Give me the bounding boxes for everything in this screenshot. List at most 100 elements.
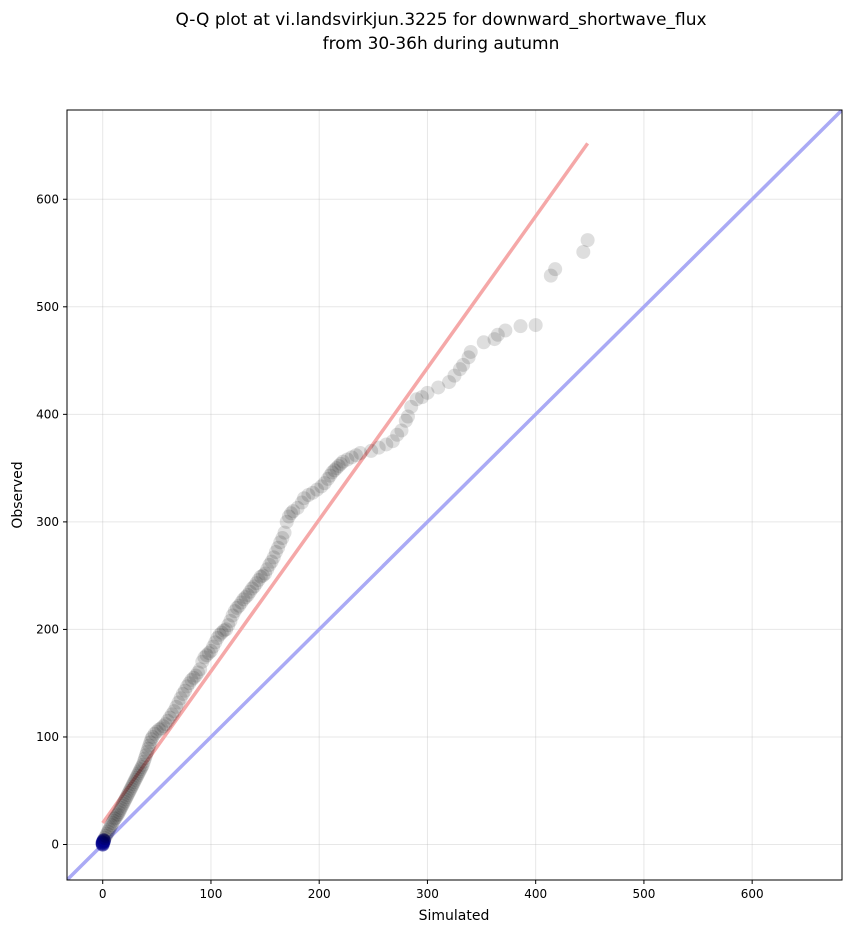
data-point xyxy=(122,783,137,798)
y-tick-label: 300 xyxy=(36,515,59,529)
data-point xyxy=(260,562,275,577)
data-point xyxy=(476,335,491,350)
data-point xyxy=(229,600,244,615)
data-point xyxy=(271,540,286,555)
data-point xyxy=(223,613,238,628)
data-point xyxy=(258,566,273,581)
data-point xyxy=(325,465,340,480)
y-axis-label: Observed xyxy=(10,461,26,528)
data-point xyxy=(104,818,119,833)
data-point xyxy=(314,479,329,494)
x-tick-label: 500 xyxy=(632,887,655,901)
data-point xyxy=(447,368,462,383)
data-point xyxy=(195,654,210,669)
data-point xyxy=(336,454,351,469)
data-point xyxy=(227,604,242,619)
data-point xyxy=(101,824,116,839)
data-point xyxy=(268,544,283,559)
x-tick-label: 300 xyxy=(416,887,439,901)
data-point xyxy=(149,724,164,739)
data-point xyxy=(212,627,227,642)
data-point xyxy=(490,327,505,342)
data-point xyxy=(210,631,225,646)
data-point xyxy=(131,766,146,781)
data-point xyxy=(113,803,128,818)
x-tick-label: 400 xyxy=(524,887,547,901)
data-point xyxy=(128,772,143,787)
data-point xyxy=(255,568,270,583)
data-point xyxy=(140,745,155,760)
data-point xyxy=(333,456,348,471)
data-point xyxy=(249,576,264,591)
data-point xyxy=(105,816,120,831)
data-point xyxy=(127,775,142,790)
data-point xyxy=(431,380,446,395)
data-point xyxy=(180,679,195,694)
data-point xyxy=(199,648,214,663)
y-tick-label: 200 xyxy=(36,622,59,636)
data-point xyxy=(247,579,262,594)
plot-frame xyxy=(66,109,843,881)
data-point xyxy=(142,738,157,753)
data-point xyxy=(201,646,216,661)
data-point xyxy=(317,476,332,491)
data-point xyxy=(173,691,188,706)
data-point xyxy=(206,639,221,654)
data-point xyxy=(129,770,144,785)
data-point xyxy=(147,726,162,741)
data-point xyxy=(203,643,218,658)
data-point xyxy=(245,581,260,596)
data-point xyxy=(344,450,359,465)
data-point xyxy=(400,409,415,424)
data-point xyxy=(290,500,305,515)
data-point xyxy=(110,807,125,822)
data-point xyxy=(97,831,112,846)
data-point xyxy=(193,662,208,677)
data-point xyxy=(576,244,591,259)
data-point xyxy=(543,268,558,283)
y-tick-label: 0 xyxy=(51,838,59,852)
data-point xyxy=(109,808,124,823)
y-tick-label: 100 xyxy=(36,730,59,744)
y-tick-label: 600 xyxy=(36,192,59,206)
data-point xyxy=(528,318,543,333)
data-point xyxy=(452,362,467,377)
data-point xyxy=(139,748,154,763)
data-point xyxy=(463,344,478,359)
data-point xyxy=(182,676,197,691)
data-point xyxy=(442,375,457,390)
x-axis-label: Simulated xyxy=(419,908,490,924)
data-point xyxy=(415,390,430,405)
data-point xyxy=(214,625,229,640)
data-point xyxy=(167,704,182,719)
data-point xyxy=(133,762,148,777)
data-point xyxy=(145,729,160,744)
data-point xyxy=(141,741,156,756)
data-point xyxy=(548,262,563,277)
data-point xyxy=(118,792,133,807)
data-point xyxy=(186,670,201,685)
data-point xyxy=(420,385,435,400)
data-point xyxy=(120,788,135,803)
data-point xyxy=(136,754,151,769)
data-point xyxy=(162,710,177,725)
data-point xyxy=(409,392,424,407)
data-point xyxy=(221,618,236,633)
data-point xyxy=(232,598,247,613)
y-tick-label: 400 xyxy=(36,407,59,421)
data-point xyxy=(275,531,290,546)
data-point xyxy=(106,813,121,828)
data-point xyxy=(130,768,145,783)
data-point xyxy=(111,805,126,820)
data-point xyxy=(177,683,192,698)
chart-title-line-1: Q-Q plot at vi.landsvirkjun.3225 for dow… xyxy=(175,10,706,30)
x-tick-label: 0 xyxy=(99,887,107,901)
data-point xyxy=(279,514,294,529)
data-point xyxy=(96,833,111,848)
y-tick-label: 500 xyxy=(36,300,59,314)
data-point xyxy=(115,798,130,813)
data-point xyxy=(253,569,268,584)
data-point xyxy=(132,764,147,779)
grid-lines xyxy=(67,110,842,880)
